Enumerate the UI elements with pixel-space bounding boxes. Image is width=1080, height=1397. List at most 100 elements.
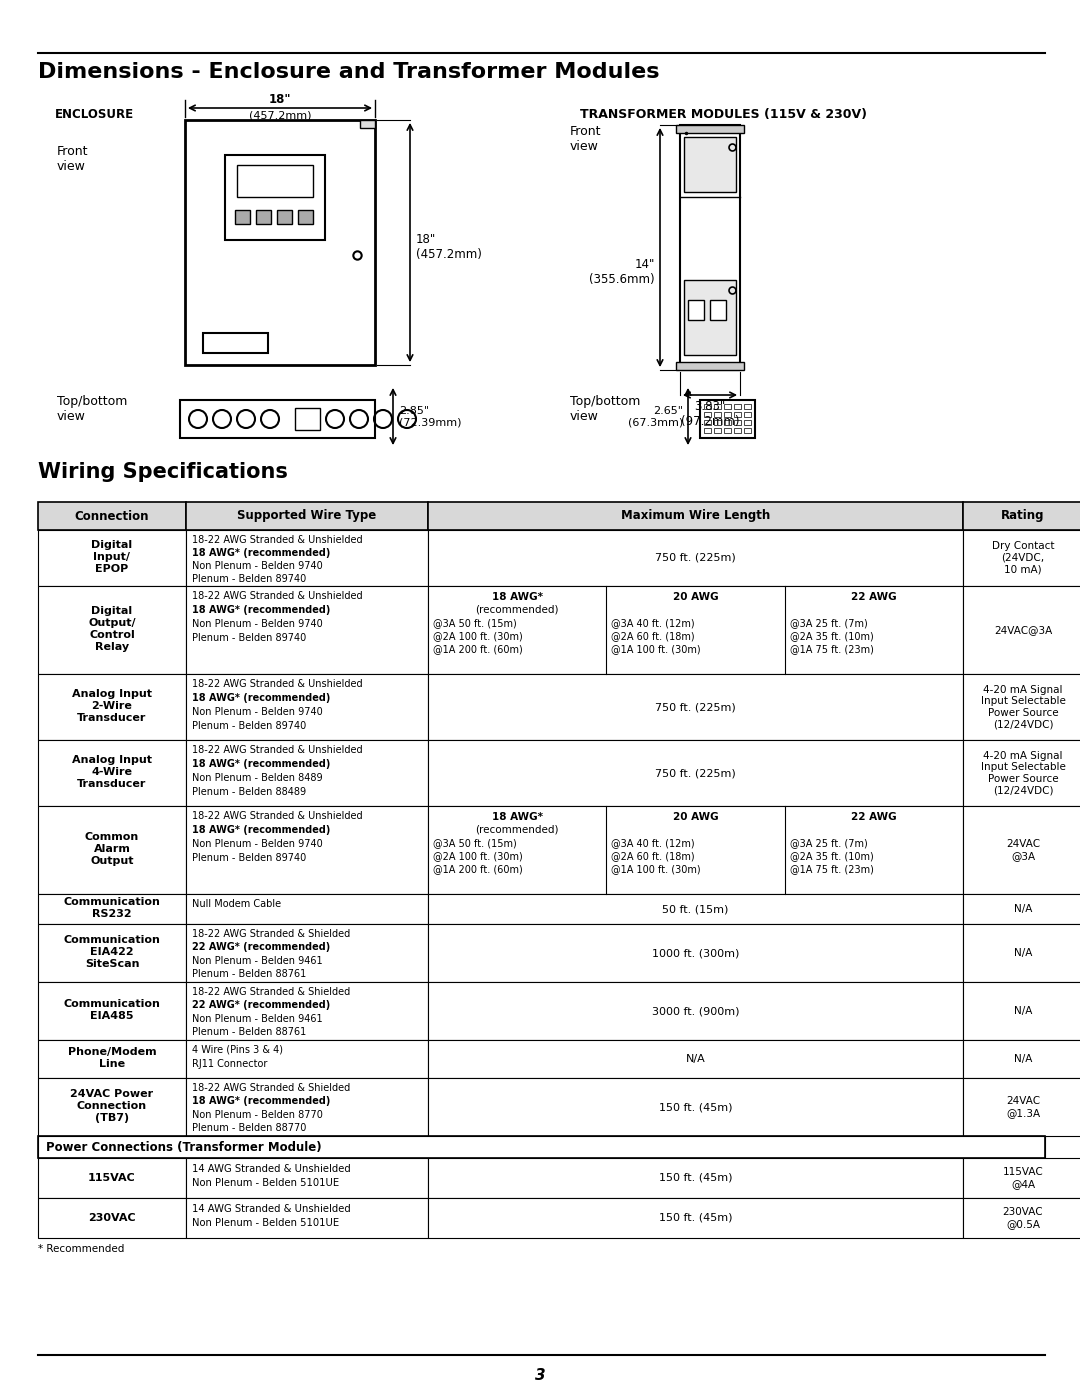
Text: Relay: Relay [95,643,130,652]
Bar [963,806,1080,894]
Bar [38,585,186,673]
Bar [704,427,711,433]
Bar [38,1039,186,1078]
Bar [185,120,375,365]
Text: 115VAC: 115VAC [89,1173,136,1183]
Text: N/A: N/A [1014,1053,1032,1065]
Text: (recommended): (recommended) [475,604,559,615]
Text: 20 AWG: 20 AWG [673,812,718,821]
Text: Plenum - Belden 88489: Plenum - Belden 88489 [192,787,306,798]
Text: Supported Wire Type: Supported Wire Type [238,510,377,522]
Text: @2A 60 ft. (18m): @2A 60 ft. (18m) [611,851,694,861]
Bar [225,155,325,240]
Text: 18 AWG* (recommended): 18 AWG* (recommended) [192,548,330,557]
Text: @1A 200 ft. (60m): @1A 200 ft. (60m) [433,863,523,875]
Bar [38,673,186,740]
Text: N/A: N/A [1014,949,1032,958]
Text: RS232: RS232 [92,909,132,919]
Bar [428,529,963,585]
Bar [714,404,721,409]
Bar [186,740,428,806]
Text: 24VAC Power: 24VAC Power [70,1090,153,1099]
Text: Non Plenum - Belden 9740: Non Plenum - Belden 9740 [192,619,323,629]
Text: @3A 40 ft. (12m): @3A 40 ft. (12m) [611,617,694,629]
Bar [963,1039,1080,1078]
Text: Non Plenum - Belden 5101UE: Non Plenum - Belden 5101UE [192,1218,339,1228]
Bar [734,404,741,409]
Bar [963,982,1080,1039]
Bar [700,400,755,439]
Bar [963,1199,1080,1238]
Text: 4-Wire: 4-Wire [92,767,133,777]
Text: 3000 ft. (900m): 3000 ft. (900m) [651,1006,739,1016]
Bar [963,923,1080,982]
Bar [186,1158,428,1199]
Bar [744,420,751,425]
Text: Input/: Input/ [94,552,131,562]
Text: 18-22 AWG Stranded & Unshielded: 18-22 AWG Stranded & Unshielded [192,745,363,754]
Text: 2.85"
(72.39mm): 2.85" (72.39mm) [399,405,461,427]
Text: Output/: Output/ [89,617,136,629]
Text: @2A 100 ft. (30m): @2A 100 ft. (30m) [433,851,523,861]
Text: 18": 18" [269,94,292,106]
Text: 4-20 mA Signal
Input Selectable
Power Source
(12/24VDC): 4-20 mA Signal Input Selectable Power So… [981,685,1066,729]
Bar [724,404,731,409]
Text: 14 AWG Stranded & Unshielded: 14 AWG Stranded & Unshielded [192,1204,351,1214]
Bar [704,420,711,425]
Text: 18 AWG* (recommended): 18 AWG* (recommended) [192,605,330,615]
Text: 22 AWG: 22 AWG [851,812,896,821]
Text: Non Plenum - Belden 9740: Non Plenum - Belden 9740 [192,840,323,849]
Text: @1A 75 ft. (23m): @1A 75 ft. (23m) [789,863,874,875]
Bar [724,420,731,425]
Bar [428,806,963,894]
Bar [684,137,735,191]
Text: Analog Input: Analog Input [72,754,152,766]
Text: * Recommended: * Recommended [38,1243,124,1255]
Bar [684,279,735,355]
Text: Plenum - Belden 89740: Plenum - Belden 89740 [192,574,307,584]
Text: @1A 100 ft. (30m): @1A 100 ft. (30m) [611,863,701,875]
Bar [428,1158,963,1199]
Text: Plenum - Belden 88761: Plenum - Belden 88761 [192,970,307,979]
Text: 18 AWG* (recommended): 18 AWG* (recommended) [192,826,330,835]
Bar [714,420,721,425]
Text: Communication: Communication [64,935,161,944]
Text: Digital: Digital [92,606,133,616]
Text: N/A: N/A [1014,904,1032,914]
Bar [235,210,249,224]
Text: 750 ft. (225m): 750 ft. (225m) [656,703,735,712]
Text: 4 Wire (Pins 3 & 4): 4 Wire (Pins 3 & 4) [192,1045,283,1055]
Text: (recommended): (recommended) [475,824,559,834]
Bar [428,982,963,1039]
Bar [963,894,1080,923]
Bar [963,529,1080,585]
Text: Null Modem Cable: Null Modem Cable [192,900,281,909]
Bar [38,1199,186,1238]
Bar [744,412,751,416]
Text: 2.65"
(67.3mm): 2.65" (67.3mm) [627,405,683,427]
Bar [38,740,186,806]
Text: Non Plenum - Belden 8770: Non Plenum - Belden 8770 [192,1111,323,1120]
Bar [186,1039,428,1078]
Bar [186,923,428,982]
Bar [963,1158,1080,1199]
Text: Power Connections (Transformer Module): Power Connections (Transformer Module) [46,1140,322,1154]
Text: Communication: Communication [64,999,161,1009]
Text: Non Plenum - Belden 9461: Non Plenum - Belden 9461 [192,1014,323,1024]
Bar [237,165,313,197]
Text: Transducer: Transducer [78,712,147,724]
Text: 24VAC@3A: 24VAC@3A [994,624,1052,636]
Bar [186,529,428,585]
Bar [734,412,741,416]
Text: EPOP: EPOP [95,564,129,574]
Bar [734,420,741,425]
Bar [724,412,731,416]
Text: Plenum - Belden 89740: Plenum - Belden 89740 [192,633,307,643]
Bar [186,1199,428,1238]
Text: @3A 40 ft. (12m): @3A 40 ft. (12m) [611,838,694,848]
Text: Line: Line [99,1059,125,1069]
Text: 750 ft. (225m): 750 ft. (225m) [656,553,735,563]
Text: RJ11 Connector: RJ11 Connector [192,1059,268,1069]
Text: EIA422: EIA422 [91,947,134,957]
Bar [714,427,721,433]
